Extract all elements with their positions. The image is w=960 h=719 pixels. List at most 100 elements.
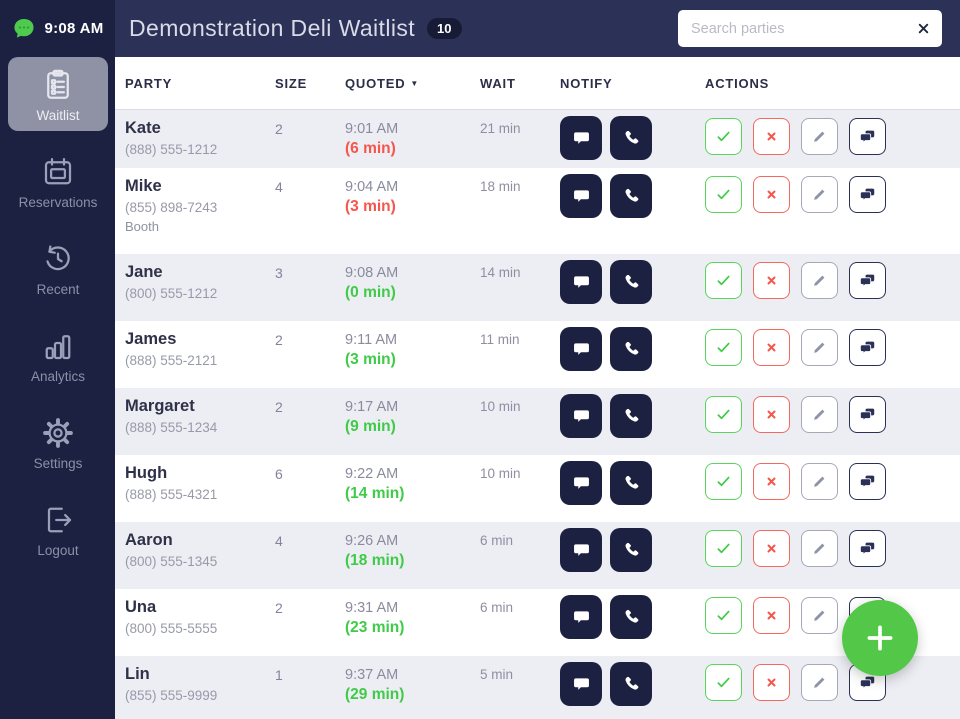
check-icon (717, 409, 730, 420)
edit-party-button[interactable] (801, 262, 838, 299)
quoted-time: 9:37 AM (345, 667, 399, 683)
edit-party-button[interactable] (801, 396, 838, 433)
party-size: 2 (275, 121, 283, 137)
notify-call-button[interactable] (610, 662, 652, 706)
seat-party-button[interactable] (705, 262, 742, 299)
chat-party-button[interactable] (849, 176, 886, 213)
notify-message-button[interactable] (560, 461, 602, 505)
notify-message-button[interactable] (560, 116, 602, 160)
notify-message-button[interactable] (560, 174, 602, 218)
chat-party-button[interactable] (849, 530, 886, 567)
remove-party-button[interactable] (753, 463, 790, 500)
sidebar-item-label: Recent (36, 282, 80, 297)
notify-call-button[interactable] (610, 595, 652, 639)
notify-call-button[interactable] (610, 461, 652, 505)
remove-party-button[interactable] (753, 530, 790, 567)
remove-party-button[interactable] (753, 176, 790, 213)
chat-bubbles-icon (859, 408, 875, 422)
notify-message-button[interactable] (560, 260, 602, 304)
search-input[interactable] (678, 20, 913, 37)
quoted-time: 9:26 AM (345, 533, 399, 549)
message-bubble-icon (573, 189, 589, 202)
sidebar-item-recent[interactable]: Recent (8, 231, 108, 305)
notify-message-button[interactable] (560, 394, 602, 438)
remove-party-button[interactable] (753, 329, 790, 366)
check-icon (717, 342, 730, 353)
sidebar-item-waitlist[interactable]: Waitlist (8, 57, 108, 131)
notify-message-button[interactable] (560, 595, 602, 639)
seat-party-button[interactable] (705, 176, 742, 213)
party-size: 4 (275, 533, 283, 549)
wait-time: 11 min (480, 332, 520, 347)
sidebar-item-analytics[interactable]: Analytics (8, 318, 108, 392)
chat-party-button[interactable] (849, 463, 886, 500)
edit-party-button[interactable] (801, 176, 838, 213)
remove-party-button[interactable] (753, 664, 790, 701)
party-phone: (855) 898-7243 (125, 200, 218, 215)
party-phone: (800) 555-5555 (125, 621, 218, 636)
notify-message-button[interactable] (560, 327, 602, 371)
check-icon (717, 476, 730, 487)
quoted-delta: (3 min) (345, 198, 396, 215)
sidebar-item-reservations[interactable]: Reservations (8, 144, 108, 218)
notify-call-button[interactable] (610, 394, 652, 438)
notify-call-button[interactable] (610, 327, 652, 371)
sidebar: 9:08 AM Waitlist Reservations Recent Ana… (0, 0, 115, 719)
chat-party-button[interactable] (849, 262, 886, 299)
remove-party-button[interactable] (753, 396, 790, 433)
table-row: Lin (855) 555-9999 1 9:37 AM (29 min) 5 … (115, 656, 960, 719)
seat-party-button[interactable] (705, 463, 742, 500)
party-cell: Mike (855) 898-7243 Booth (125, 168, 275, 234)
party-size: 2 (275, 399, 283, 415)
party-size: 3 (275, 265, 283, 281)
wait-time: 21 min (480, 121, 521, 136)
quoted-time: 9:08 AM (345, 265, 399, 281)
seat-party-button[interactable] (705, 118, 742, 155)
sidebar-item-settings[interactable]: Settings (8, 405, 108, 479)
gear-icon (38, 413, 78, 453)
sidebar-nav: Waitlist Reservations Recent Analytics S… (0, 57, 115, 566)
seat-party-button[interactable] (705, 396, 742, 433)
search-clear-button[interactable] (913, 22, 942, 35)
edit-party-button[interactable] (801, 530, 838, 567)
quoted-delta: (18 min) (345, 552, 405, 569)
message-bubble-icon (573, 677, 589, 690)
seat-party-button[interactable] (705, 664, 742, 701)
add-party-button[interactable] (842, 600, 918, 676)
pencil-icon (814, 476, 825, 487)
remove-party-button[interactable] (753, 118, 790, 155)
party-cell: James (888) 555-2121 (125, 321, 275, 368)
seat-party-button[interactable] (705, 530, 742, 567)
chat-party-button[interactable] (849, 118, 886, 155)
chat-party-button[interactable] (849, 329, 886, 366)
edit-party-button[interactable] (801, 597, 838, 634)
remove-party-button[interactable] (753, 262, 790, 299)
edit-party-button[interactable] (801, 664, 838, 701)
chat-party-button[interactable] (849, 396, 886, 433)
sidebar-item-logout[interactable]: Logout (8, 492, 108, 566)
x-icon (767, 410, 776, 419)
notify-message-button[interactable] (560, 528, 602, 572)
notify-call-button[interactable] (610, 528, 652, 572)
seat-party-button[interactable] (705, 597, 742, 634)
table-row: Mike (855) 898-7243 Booth 4 9:04 AM (3 m… (115, 168, 960, 254)
calendar-icon (38, 152, 78, 192)
wait-time: 5 min (480, 667, 514, 682)
notify-call-button[interactable] (610, 260, 652, 304)
seat-party-button[interactable] (705, 329, 742, 366)
wait-time: 10 min (480, 466, 521, 481)
edit-party-button[interactable] (801, 118, 838, 155)
notify-cell (560, 388, 705, 438)
notify-call-button[interactable] (610, 116, 652, 160)
notify-message-button[interactable] (560, 662, 602, 706)
pencil-icon (814, 543, 825, 554)
bar-chart-icon (38, 326, 78, 366)
party-phone: (888) 555-1212 (125, 142, 218, 157)
column-header-quoted[interactable]: QUOTED ▼ (345, 75, 420, 91)
edit-party-button[interactable] (801, 463, 838, 500)
notify-call-button[interactable] (610, 174, 652, 218)
remove-party-button[interactable] (753, 597, 790, 634)
plus-icon (867, 625, 893, 651)
logout-icon (38, 500, 78, 540)
edit-party-button[interactable] (801, 329, 838, 366)
